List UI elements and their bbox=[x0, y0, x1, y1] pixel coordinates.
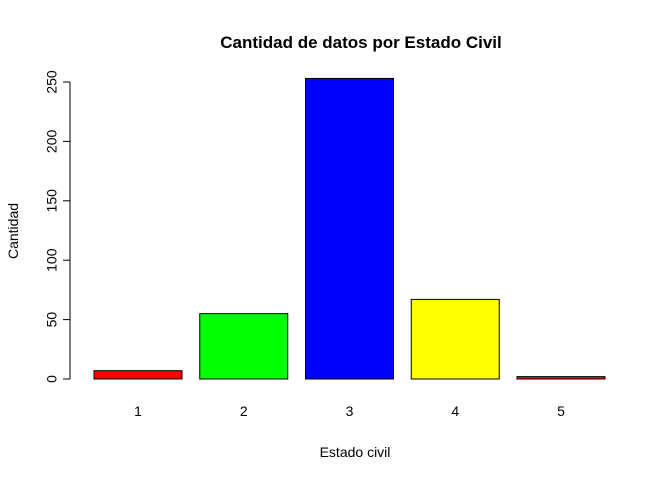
x-tick-label: 1 bbox=[134, 403, 142, 419]
x-axis-label: Estado civil bbox=[320, 444, 391, 460]
bar-1 bbox=[93, 370, 183, 380]
bar-5 bbox=[516, 376, 606, 380]
y-tick-label: 100 bbox=[44, 248, 60, 272]
y-tick-label: 200 bbox=[44, 130, 60, 154]
x-tick-labels: 1 2 3 4 5 bbox=[134, 403, 565, 419]
y-tick-label: 150 bbox=[44, 189, 60, 213]
y-axis-label: Cantidad bbox=[5, 203, 21, 259]
x-tick-label: 3 bbox=[346, 403, 354, 419]
y-tick-label: 0 bbox=[44, 375, 60, 383]
x-tick-label: 2 bbox=[240, 403, 248, 419]
bar-2 bbox=[199, 313, 289, 380]
y-tick-label: 250 bbox=[44, 70, 60, 94]
y-axis: 0 50 100 150 200 250 bbox=[44, 70, 71, 383]
bar-3 bbox=[305, 77, 394, 380]
chart-title: Cantidad de datos por Estado Civil bbox=[220, 33, 501, 52]
y-tick-label: 50 bbox=[44, 312, 60, 328]
x-tick-label: 5 bbox=[557, 403, 565, 419]
bar-4 bbox=[410, 298, 500, 380]
bars-group bbox=[93, 77, 606, 380]
x-tick-label: 4 bbox=[451, 403, 459, 419]
